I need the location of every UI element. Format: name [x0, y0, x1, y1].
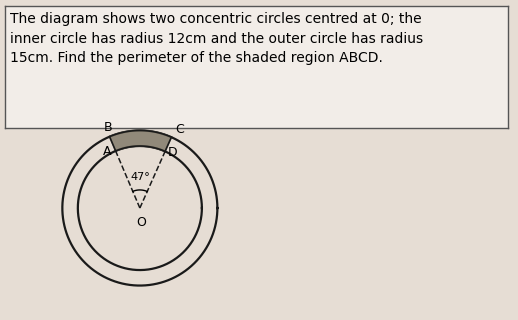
Text: O: O — [136, 216, 146, 229]
Text: The diagram shows two concentric circles centred at 0; the
inner circle has radi: The diagram shows two concentric circles… — [10, 12, 423, 66]
Text: B: B — [104, 121, 112, 134]
Text: A: A — [103, 146, 111, 158]
Text: C: C — [176, 123, 184, 136]
Text: 47°: 47° — [130, 172, 150, 182]
Text: D: D — [168, 146, 178, 159]
Polygon shape — [110, 131, 171, 151]
